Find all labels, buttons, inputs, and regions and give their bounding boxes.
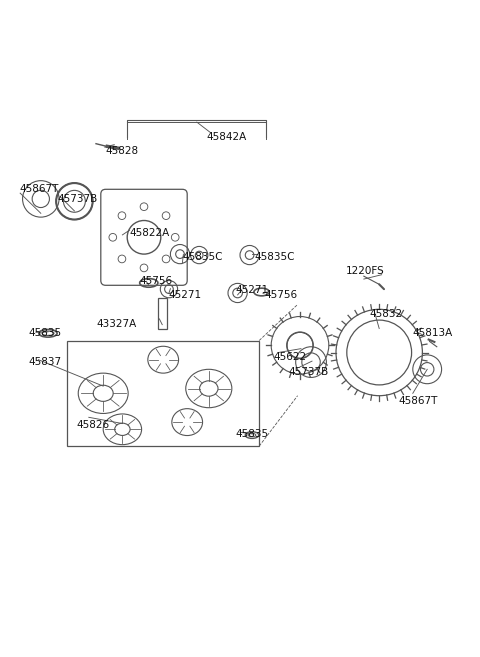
- Text: 45835C: 45835C: [182, 252, 223, 261]
- Text: 1220FS: 1220FS: [346, 266, 384, 276]
- Text: 45756: 45756: [139, 275, 172, 286]
- Text: 45271: 45271: [168, 290, 201, 300]
- Text: 45622: 45622: [274, 352, 307, 362]
- Text: 45835: 45835: [235, 429, 268, 439]
- Text: 45837: 45837: [29, 357, 62, 367]
- Text: 45826: 45826: [77, 420, 110, 430]
- Text: 45867T: 45867T: [19, 185, 59, 194]
- Text: 45822A: 45822A: [130, 227, 170, 237]
- Text: 45756: 45756: [264, 290, 297, 300]
- Text: 45271: 45271: [235, 285, 268, 295]
- Text: 43327A: 43327A: [96, 319, 136, 328]
- Text: 45835C: 45835C: [254, 252, 295, 261]
- Bar: [158, 298, 167, 329]
- Bar: [67, 340, 259, 446]
- Text: 45737B: 45737B: [58, 194, 98, 204]
- Text: 45813A: 45813A: [413, 328, 453, 338]
- Text: 45835: 45835: [29, 328, 62, 338]
- Text: 45832: 45832: [370, 309, 403, 319]
- Text: 45842A: 45842A: [206, 131, 247, 141]
- Text: 45737B: 45737B: [288, 367, 328, 376]
- Text: 45867T: 45867T: [398, 396, 438, 405]
- Text: 45828: 45828: [106, 146, 139, 156]
